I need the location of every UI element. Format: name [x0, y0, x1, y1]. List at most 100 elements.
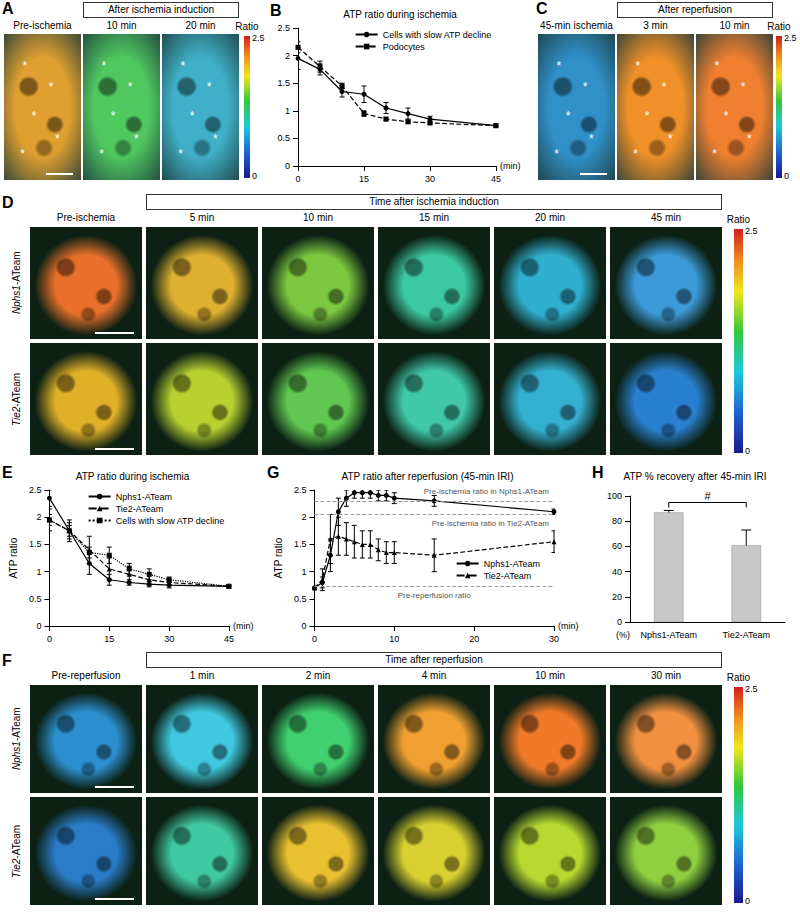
html-text:-ATeam: -ATeam — [11, 824, 22, 859]
svg-text:0: 0 — [285, 161, 290, 171]
svg-text:(min): (min) — [500, 161, 521, 171]
svg-text:ATP ratio during ischemia: ATP ratio during ischemia — [76, 471, 190, 482]
svg-text:40: 40 — [612, 567, 622, 577]
svg-text:1: 1 — [285, 106, 290, 116]
svg-text:ATP ratio during ischemia: ATP ratio during ischemia — [343, 9, 457, 20]
html-text:10 min: 10 min — [106, 20, 137, 31]
svg-text:60: 60 — [612, 541, 622, 551]
html-text:Pre-ischemia: Pre-ischemia — [13, 20, 72, 31]
html-text:Tie2: Tie2 — [11, 406, 22, 426]
svg-text:Pre-ischemia ratio in Nphs1-AT: Pre-ischemia ratio in Nphs1-ATeam — [424, 487, 550, 496]
html-text:A: A — [2, 0, 14, 17]
svg-text:2: 2 — [285, 51, 290, 61]
svg-text:1: 1 — [36, 567, 41, 577]
svg-text:0.5: 0.5 — [277, 133, 290, 143]
svg-text:Podocytes: Podocytes — [383, 42, 426, 52]
svg-text:Tie2-ATeam: Tie2-ATeam — [722, 630, 770, 640]
svg-text:#: # — [704, 490, 711, 502]
svg-text:1: 1 — [301, 567, 306, 577]
svg-text:0: 0 — [47, 634, 52, 644]
html-text:45 min: 45 min — [651, 212, 681, 223]
svg-text:(min): (min) — [233, 621, 254, 631]
svg-text:(min): (min) — [558, 621, 579, 631]
html-text:-ATeam: -ATeam — [11, 251, 22, 286]
html-text:Ratio: Ratio — [726, 214, 751, 225]
svg-text:2: 2 — [36, 512, 41, 522]
svg-text:1.5: 1.5 — [277, 78, 290, 88]
svg-text:Tie2-ATeam: Tie2-ATeam — [484, 571, 532, 581]
html-text:20 min: 20 min — [185, 20, 216, 31]
html-text:H: H — [592, 464, 604, 481]
html-text:1 min: 1 min — [189, 670, 215, 681]
svg-text:Tie2-ATeam: Tie2-ATeam — [116, 504, 164, 514]
svg-text:2.5: 2.5 — [277, 23, 290, 33]
html-text:After ischemia induction: After ischemia induction — [107, 4, 215, 15]
html-text:Nphs1: Nphs1 — [11, 285, 22, 315]
html-text:Nphs1: Nphs1 — [11, 741, 22, 771]
svg-text:30: 30 — [425, 174, 435, 184]
svg-text:2: 2 — [301, 512, 306, 522]
svg-text:15: 15 — [359, 174, 369, 184]
html-text:30 min: 30 min — [651, 670, 681, 681]
svg-text:80: 80 — [612, 516, 622, 526]
svg-text:0.5: 0.5 — [294, 594, 307, 604]
svg-text:Pre-reperfusion ratio: Pre-reperfusion ratio — [398, 591, 471, 600]
svg-text:1.5: 1.5 — [294, 539, 307, 549]
svg-text:15: 15 — [104, 634, 114, 644]
html-text:Time after reperfusion: Time after reperfusion — [385, 654, 483, 665]
html-text:3 min: 3 min — [643, 20, 668, 31]
html-text:After reperfusion: After reperfusion — [658, 4, 732, 15]
svg-text:Cells with slow ATP decline: Cells with slow ATP decline — [116, 516, 225, 526]
html-text:C: C — [536, 0, 548, 17]
html-text:Pre-ischemia: Pre-ischemia — [56, 212, 116, 223]
svg-text:Nphs1-ATeam: Nphs1-ATeam — [116, 492, 172, 502]
svg-text:100: 100 — [607, 491, 622, 501]
svg-text:2.5: 2.5 — [29, 485, 42, 495]
html-text:Ratio: Ratio — [235, 21, 259, 32]
svg-text:0: 0 — [295, 174, 300, 184]
html-text:B: B — [270, 2, 282, 19]
html-text:Tie2: Tie2 — [11, 858, 22, 878]
html-text:15 min: 15 min — [419, 212, 449, 223]
svg-text:ATP % recovery after 45-min IR: ATP % recovery after 45-min IRI — [623, 471, 766, 482]
svg-text:ATP ratio: ATP ratio — [8, 537, 19, 578]
svg-text:45: 45 — [224, 634, 234, 644]
svg-text:Pre-ischemia ratio in Tie2-ATe: Pre-ischemia ratio in Tie2-ATeam — [432, 519, 550, 528]
svg-text:20: 20 — [469, 634, 479, 644]
html-text:4 min: 4 min — [421, 670, 447, 681]
svg-text:(%): (%) — [616, 630, 630, 640]
svg-text:2.5: 2.5 — [294, 485, 307, 495]
svg-text:Nphs1-ATeam: Nphs1-ATeam — [484, 559, 540, 569]
svg-text:10: 10 — [389, 634, 399, 644]
svg-text:Nphs1-ATeam: Nphs1-ATeam — [641, 630, 697, 640]
svg-text:30: 30 — [164, 634, 174, 644]
html-text:E: E — [2, 464, 13, 481]
svg-text:0: 0 — [36, 621, 41, 631]
html-text:5 min: 5 min — [189, 212, 215, 223]
html-text:-ATeam: -ATeam — [11, 707, 22, 742]
svg-text:Cells with slow ATP decline: Cells with slow ATP decline — [383, 30, 492, 40]
svg-text:30: 30 — [549, 634, 559, 644]
svg-text:0.5: 0.5 — [29, 594, 42, 604]
html-text:2 min: 2 min — [305, 670, 331, 681]
html-text:Time after ischemia induction: Time after ischemia induction — [369, 196, 499, 207]
svg-text:ATP ratio after reperfusion (4: ATP ratio after reperfusion (45-min IRI) — [342, 471, 514, 482]
html-text:45-min ischemia: 45-min ischemia — [540, 20, 613, 31]
html-text:10 min: 10 min — [303, 212, 333, 223]
svg-text:0: 0 — [617, 617, 622, 627]
html-text:Ratio: Ratio — [767, 21, 791, 32]
svg-text:1.5: 1.5 — [29, 539, 42, 549]
svg-text:ATP ratio: ATP ratio — [273, 537, 284, 578]
html-text:10 min: 10 min — [535, 670, 565, 681]
html-text:10 min: 10 min — [719, 20, 750, 31]
svg-text:0: 0 — [301, 621, 306, 631]
html-text:-ATeam: -ATeam — [11, 372, 22, 407]
svg-text:45: 45 — [491, 174, 501, 184]
html-text:Ratio: Ratio — [726, 672, 751, 683]
html-text:G: G — [267, 464, 280, 481]
svg-text:20: 20 — [612, 592, 622, 602]
html-text:Pre-reperfusion: Pre-reperfusion — [51, 670, 121, 681]
html-text:20 min: 20 min — [535, 212, 565, 223]
html-text:D: D — [2, 194, 14, 211]
svg-text:0: 0 — [312, 634, 317, 644]
